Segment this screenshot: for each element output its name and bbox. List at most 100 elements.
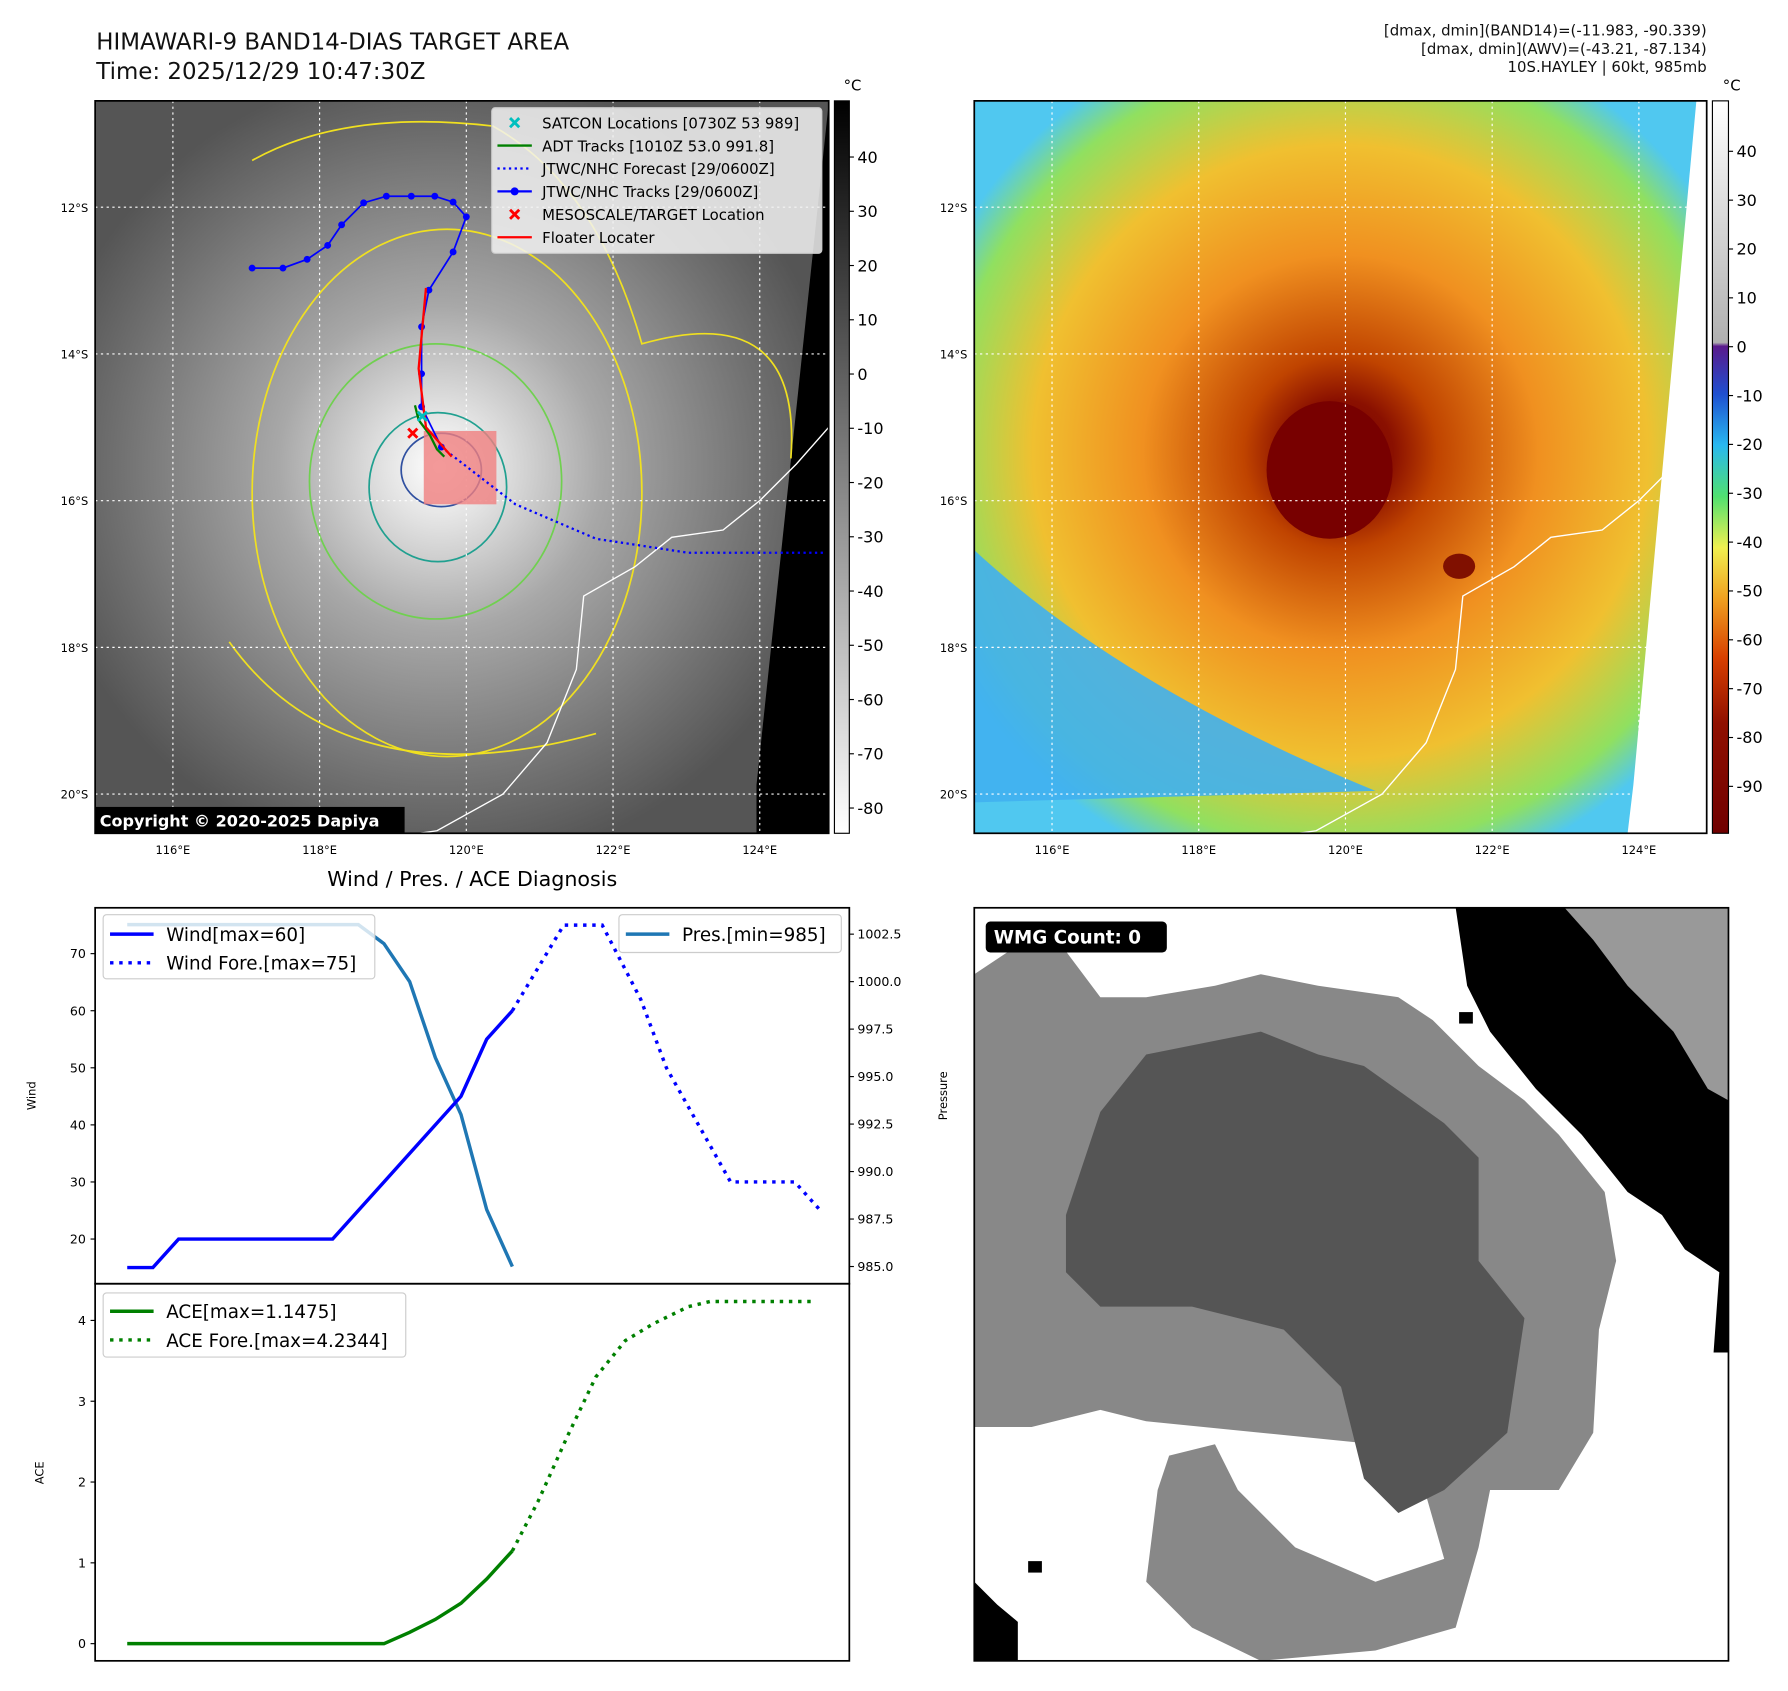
pressure-axis-label: Pressure <box>936 1071 950 1120</box>
series-line-ace-fore- <box>510 1299 815 1552</box>
legend-x-icon <box>509 117 521 129</box>
colorbar-tick-label: 0 <box>857 365 867 384</box>
gray-colorbar <box>833 100 850 834</box>
wind-chart-frame <box>94 906 851 1285</box>
track-point-marker <box>360 199 368 207</box>
y-tick-label: 50 <box>70 1060 86 1075</box>
colorbar-tick-label: -30 <box>857 528 883 547</box>
y-tick-label: 60 <box>70 1003 86 1018</box>
floater-box <box>423 430 497 505</box>
colorbar-tick-label: -10 <box>857 419 883 438</box>
ace-legend-box <box>102 1292 407 1358</box>
colorbar-tick-label: -60 <box>1736 631 1762 650</box>
legend-marker-icon <box>510 187 519 196</box>
y-tick-label: 4 <box>78 1313 86 1328</box>
wind-chart: 20 30 40 50 60 70 985.0 987.5 990.0 992.5 995.0 997… <box>70 914 901 1274</box>
track-point-marker <box>324 241 332 249</box>
location-markers <box>407 410 428 439</box>
legend-label: ACE Fore.[max=4.2344] <box>166 1331 387 1352</box>
legend-label: JTWC/NHC Forecast [29/0600Z] <box>541 160 775 178</box>
lon-label: 122°E <box>1475 843 1510 857</box>
colorbar-tick-label: -10 <box>1736 386 1762 405</box>
lon-label: 124°E <box>1621 843 1656 857</box>
gray-colorbar-ticks: 40 30 20 10 0 -10 -20 -30 -40 -50 -60 -70 -80 <box>849 148 884 818</box>
track-point-marker <box>425 286 433 294</box>
wind-axis-label: Wind <box>25 1081 39 1110</box>
colorbar-tick-label: 20 <box>1736 240 1756 259</box>
y2-tick-label: 990.0 <box>857 1164 893 1179</box>
copyright-bg <box>95 806 405 834</box>
colorbar-tick-label: -40 <box>1736 533 1762 552</box>
track-point-marker <box>338 221 346 229</box>
awv-map-frame <box>973 100 1708 835</box>
ir-map-frame <box>94 100 830 835</box>
y-tick-label: 70 <box>70 946 86 961</box>
coastline <box>1293 427 1707 834</box>
lat-label: 12°S <box>940 201 968 215</box>
track-point-marker <box>248 264 256 272</box>
track-point-marker <box>407 192 415 200</box>
lon-label: 120°E <box>449 843 484 857</box>
map-axis-labels: 12°S 14°S 16°S 18°S 20°S 116°E 118°E 120°E 122°E… <box>61 201 1657 857</box>
lat-label: 20°S <box>940 788 968 802</box>
colorbar-tick-label: 0 <box>1736 337 1746 356</box>
colorbar-tick-label: -20 <box>857 473 883 492</box>
wmg-count-label: WMG Count: 0 <box>994 927 1141 948</box>
lat-label: 20°S <box>61 788 89 802</box>
legend-label: Floater Locater <box>542 229 655 247</box>
track-point-marker <box>431 192 439 200</box>
y-tick-label: 2 <box>78 1475 86 1490</box>
legend-label: Pres.[min=985] <box>682 925 826 946</box>
wmg-count-badge <box>985 921 1167 953</box>
figure-time: Time: 2025/12/29 10:47:30Z <box>96 57 426 85</box>
colorbar-tick-label: 20 <box>857 256 877 275</box>
colorbar-unit-right: °C <box>1722 77 1741 96</box>
wmg-panel: WMG Count: 0 <box>973 906 1730 1662</box>
lon-label: 118°E <box>302 843 337 857</box>
info-band14: [dmax, dmin](BAND14)=(-11.983, -90.339) <box>1383 22 1707 41</box>
no-data-region <box>1627 100 1707 834</box>
series-line-wind-fore- <box>510 923 822 1212</box>
copyright-text: Copyright © 2020-2025 Dapiya <box>100 811 380 830</box>
legend-label: JTWC/NHC Tracks [29/0600Z] <box>541 183 758 201</box>
info-awv: [dmax, dmin](AWV)=(-43.21, -87.134) <box>1421 41 1707 59</box>
track-point-marker <box>449 248 457 256</box>
floater-track <box>417 287 453 458</box>
ir-map-panel: Copyright © 2020-2025 Dapiya SATCON Loca… <box>95 100 829 834</box>
info-storm: 10S.HAYLEY | 60kt, 985mb <box>1507 59 1707 77</box>
lat-label: 18°S <box>940 641 968 655</box>
colorbar-tick-label: 30 <box>857 202 877 221</box>
track-point-marker <box>462 213 470 221</box>
legend-x-icon <box>509 208 521 220</box>
series-line-wind <box>127 1009 514 1270</box>
colorbar-tick-label: 30 <box>1736 191 1756 210</box>
y2-tick-label: 997.5 <box>857 1022 893 1037</box>
lat-label: 16°S <box>940 494 968 508</box>
colorbar-tick-label: -50 <box>1736 582 1762 601</box>
y-tick-label: 1 <box>78 1555 86 1570</box>
color-colorbar-ticks: 40 30 20 10 0 -10 -20 -30 -40 -50 -60 -70 -80 -90 <box>1728 142 1763 796</box>
colorbar-tick-label: -90 <box>1736 777 1762 796</box>
wmg-frame <box>973 906 1730 1662</box>
colorbar-tick-label: -30 <box>1736 484 1762 503</box>
lon-label: 116°E <box>1035 843 1070 857</box>
pressure-legend-box <box>618 914 842 954</box>
lat-label: 16°S <box>61 494 89 508</box>
lon-label: 122°E <box>596 843 631 857</box>
track-point-marker <box>449 198 457 206</box>
legend-label: MESOSCALE/TARGET Location <box>542 206 764 224</box>
colorbar-tick-label: -40 <box>857 582 883 601</box>
y-tick-label: 3 <box>78 1394 86 1409</box>
lon-label: 118°E <box>1181 843 1216 857</box>
y-tick-label: 0 <box>78 1636 86 1651</box>
colorbar-tick-label: 10 <box>857 311 877 330</box>
colorbar-tick-label: 40 <box>857 148 877 167</box>
y2-tick-label: 995.0 <box>857 1069 893 1084</box>
wmg-dark-region <box>1065 1031 1525 1513</box>
ace-chart: 0 1 2 3 4 ACE[max=1.1475] ACE Fore.[max=4.2344… <box>78 1292 815 1651</box>
lat-label: 18°S <box>61 641 89 655</box>
colorbar-tick-label: -80 <box>1736 728 1762 747</box>
y2-tick-label: 1002.5 <box>857 927 901 942</box>
